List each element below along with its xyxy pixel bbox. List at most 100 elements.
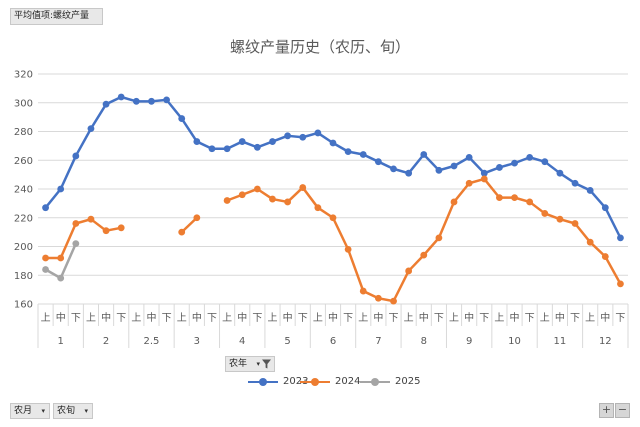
x-tick-label-month: 2	[103, 336, 109, 347]
y-tick-label: 260	[14, 156, 33, 167]
x-tick-label-period: 下	[343, 313, 353, 324]
data-point-2024	[465, 179, 473, 187]
y-tick-label: 220	[14, 213, 33, 224]
x-tick-label-month: 5	[284, 336, 290, 347]
data-point-2023	[193, 138, 201, 145]
legend-label: 2024	[335, 376, 361, 387]
data-point-2024	[420, 251, 428, 259]
data-point-2024	[526, 198, 534, 206]
x-tick-label-period: 下	[389, 313, 399, 324]
data-point-2023	[601, 204, 609, 212]
data-point-2023	[102, 100, 110, 108]
data-point-2023	[571, 179, 579, 187]
data-point-2023	[253, 143, 261, 151]
x-tick-label-month: 4	[239, 336, 245, 347]
x-tick-label-period: 中	[192, 311, 202, 324]
x-tick-label-period: 上	[131, 312, 141, 324]
data-point-2024	[42, 254, 49, 262]
data-point-2023	[163, 96, 170, 104]
series-line-2024	[226, 177, 622, 303]
x-tick-label-period: 下	[71, 313, 81, 324]
period-field-label: 农旬	[57, 406, 76, 416]
x-tick-label-period: 上	[449, 312, 459, 324]
data-point-2023	[223, 145, 231, 153]
data-point-2023	[269, 138, 276, 145]
dropdown-arrow-icon: ▾	[41, 407, 45, 415]
data-point-2024	[617, 280, 624, 288]
x-tick-label-month: 12	[599, 336, 612, 347]
data-point-2024	[72, 220, 80, 227]
data-point-2023	[511, 159, 518, 167]
x-tick-label-period: 下	[207, 313, 217, 324]
data-point-2023	[586, 187, 594, 194]
data-point-2024	[329, 214, 337, 222]
x-tick-label-period: 下	[116, 313, 126, 324]
data-point-2024	[480, 175, 488, 183]
x-tick-label-period: 上	[494, 312, 504, 324]
data-point-2023	[465, 153, 473, 161]
data-point-2023	[238, 138, 246, 145]
y-tick-label: 180	[14, 271, 33, 282]
data-point-2023	[405, 169, 413, 177]
x-tick-label-period: 下	[298, 313, 308, 324]
data-point-2023	[208, 145, 216, 153]
data-point-2024	[450, 198, 458, 206]
x-tick-label-period: 中	[373, 311, 383, 324]
data-point-2024	[541, 210, 549, 217]
filter-icon	[262, 359, 271, 369]
data-point-2024	[586, 238, 594, 246]
data-point-2024	[435, 234, 443, 242]
year-field-button[interactable]: 农年 ▾	[225, 356, 275, 372]
data-point-2023	[57, 185, 65, 193]
period-field-button[interactable]: 农旬 ▾	[53, 403, 93, 419]
year-field-label: 农年	[229, 359, 248, 369]
x-tick-label-period: 中	[464, 311, 474, 324]
data-point-2024	[87, 215, 95, 223]
x-tick-label-period: 上	[540, 312, 550, 324]
x-tick-label-period: 中	[101, 311, 111, 324]
y-tick-label: 320	[14, 70, 33, 81]
data-point-2024	[253, 185, 261, 193]
x-tick-label-period: 上	[222, 312, 232, 324]
x-tick-label-period: 中	[555, 311, 565, 324]
x-tick-label-period: 上	[358, 312, 368, 324]
legend-marker	[259, 378, 267, 386]
x-tick-label-period: 上	[267, 312, 277, 324]
y-tick-label: 280	[14, 127, 33, 138]
x-tick-label-period: 下	[252, 313, 262, 324]
data-point-2023	[420, 151, 428, 158]
data-point-2023	[178, 115, 186, 122]
data-point-2023	[526, 153, 534, 161]
expand-button[interactable]: +	[599, 403, 614, 418]
data-point-2024	[496, 194, 503, 202]
dropdown-arrow-icon: ▾	[84, 407, 88, 415]
data-point-2023	[299, 133, 307, 141]
data-point-2023	[148, 97, 155, 105]
x-tick-label-period: 上	[404, 312, 414, 324]
data-point-2023	[42, 204, 49, 212]
x-tick-label-period: 上	[86, 312, 96, 324]
data-point-2023	[556, 169, 564, 177]
data-point-2023	[359, 151, 367, 158]
data-point-2024	[374, 294, 382, 302]
x-tick-label-month: 3	[194, 336, 200, 347]
x-tick-label-month: 1	[58, 336, 64, 347]
x-tick-label-period: 中	[237, 311, 247, 324]
collapse-button[interactable]: −	[615, 403, 630, 418]
data-point-2024	[223, 197, 231, 204]
data-point-2024	[405, 267, 413, 275]
x-tick-label-period: 下	[162, 313, 172, 324]
data-point-2023	[617, 234, 624, 242]
data-point-2023	[314, 129, 322, 137]
legend-label: 2025	[395, 376, 421, 387]
dropdown-arrow-icon: ▾	[256, 360, 260, 368]
x-tick-label-period: 上	[41, 312, 51, 324]
data-point-2024	[359, 287, 367, 295]
data-point-2023	[284, 132, 292, 140]
x-tick-label-period: 上	[313, 312, 323, 324]
data-point-2025	[42, 266, 49, 273]
month-field-button[interactable]: 农月 ▾	[10, 403, 50, 419]
data-point-2024	[193, 214, 201, 222]
data-point-2023	[496, 164, 503, 171]
value-field-button[interactable]: 平均值项:螺纹产量	[10, 8, 103, 25]
